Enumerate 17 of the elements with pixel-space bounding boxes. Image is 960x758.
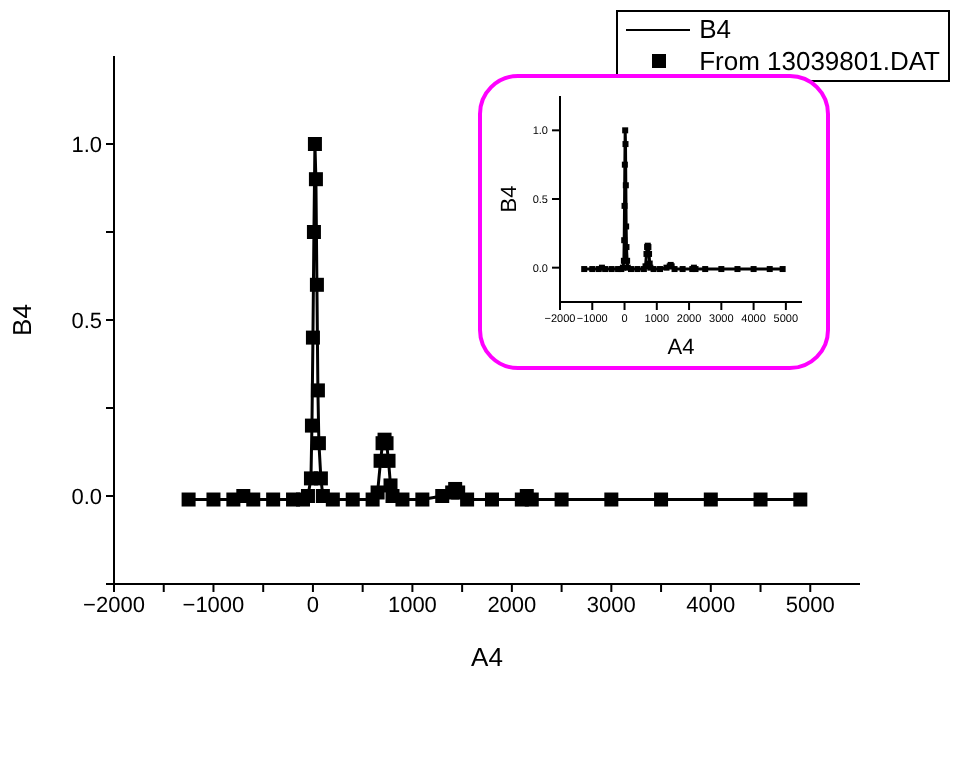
y-tick-label: 1.0 [71,133,102,158]
y-axis-title: B4 [7,304,38,336]
legend-label: B4 [699,14,731,46]
x-tick-label: −1000 [182,593,245,618]
x-axis-title: A4 [667,336,695,360]
y-tick-label: 0.0 [71,485,102,510]
x-tick-label: 2000 [487,593,537,618]
x-tick-label: 1000 [387,593,437,618]
x-tick-label: −2000 [83,593,145,618]
y-axis-title: B4 [497,185,522,213]
x-tick-label: 4000 [686,593,736,618]
x-tick-label: 3000 [586,593,636,618]
x-axis-title: A4 [471,642,503,672]
legend-label: From 13039801.DAT [699,46,940,78]
y-tick-label: 0.5 [71,309,102,334]
x-tick-label: 0 [306,593,320,618]
x-tick-label: 5000 [785,593,835,618]
